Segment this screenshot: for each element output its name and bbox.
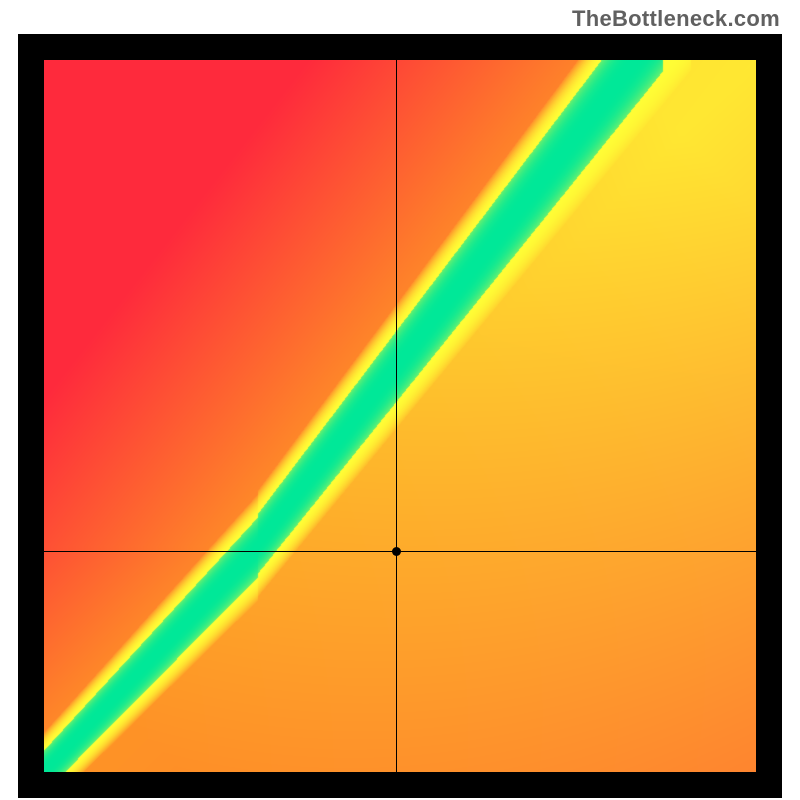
heatmap-canvas	[44, 60, 756, 772]
chart-frame	[18, 34, 782, 798]
crosshair-marker-dot	[392, 547, 401, 556]
watermark-text: TheBottleneck.com	[572, 6, 780, 32]
crosshair-vertical	[396, 60, 398, 772]
heatmap-area	[44, 60, 756, 772]
